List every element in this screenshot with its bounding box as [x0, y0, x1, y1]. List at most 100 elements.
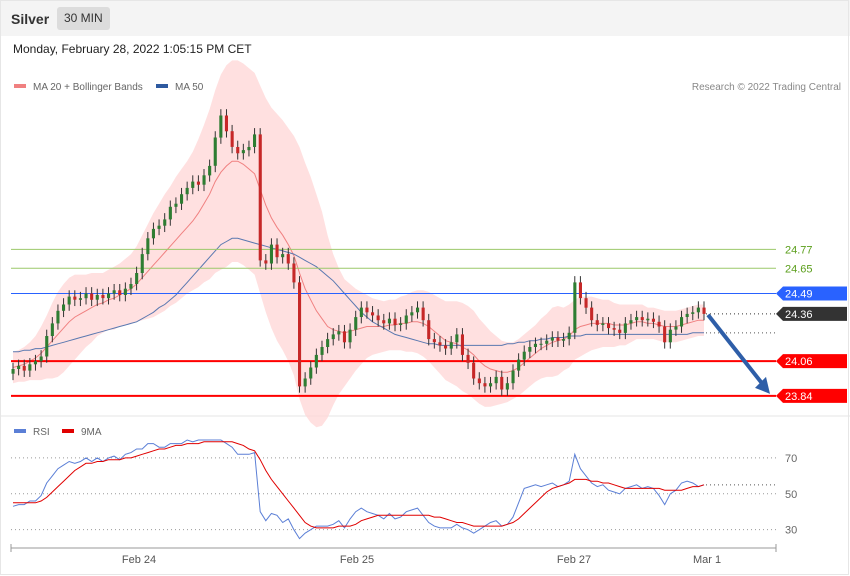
candle-body	[421, 307, 425, 321]
candle-body	[78, 298, 82, 300]
candle-body	[348, 329, 352, 343]
candle-body	[180, 194, 184, 204]
rsi-tick-label: 70	[785, 453, 797, 465]
candle-body	[247, 147, 251, 151]
candles	[11, 109, 706, 396]
candle-body	[320, 347, 324, 355]
ma50-line	[13, 237, 704, 353]
rsi-panel: 70 50 30	[11, 439, 797, 540]
candle-body	[73, 296, 77, 300]
support-label: 23.84	[785, 391, 813, 403]
ma20-line	[12, 160, 704, 373]
support-tag	[776, 354, 847, 369]
candle-body	[674, 326, 678, 330]
rsi-tick-label: 30	[785, 525, 797, 537]
candle-body	[404, 315, 408, 324]
candle-body	[399, 323, 403, 325]
candle-body	[663, 326, 667, 343]
x-tick-label: Feb 24	[122, 554, 156, 566]
candle-body	[517, 359, 521, 371]
candle-body	[607, 323, 611, 329]
candle-body	[174, 203, 178, 207]
forecast-arrow-head	[755, 376, 770, 394]
ma50-legend-label: MA 50	[175, 82, 204, 93]
candle-body	[39, 356, 43, 362]
candle-body	[331, 334, 335, 340]
candle-body	[500, 376, 504, 390]
candle-body	[33, 361, 37, 365]
candle-body	[545, 340, 549, 344]
x-tick-label: Feb 27	[557, 554, 591, 566]
candle-body	[573, 282, 577, 333]
candle-body	[376, 315, 380, 321]
rsi-legend-label: RSI	[33, 427, 50, 438]
candle-body	[539, 343, 543, 345]
candle-body	[292, 263, 296, 283]
last-price-label: 24.36	[785, 309, 813, 321]
candle-body	[623, 323, 627, 333]
candle-body	[489, 383, 493, 387]
support-label: 24.06	[785, 356, 813, 368]
x-tick-label: Feb 25	[340, 554, 374, 566]
candle-body	[354, 317, 358, 330]
candle-body	[449, 342, 453, 349]
rsi-tick-label: 50	[785, 489, 797, 501]
candle-body	[151, 228, 155, 239]
candle-body	[281, 254, 285, 258]
resistance-tag	[776, 286, 847, 301]
candle-body	[640, 317, 644, 321]
resistance-label: 24.49	[785, 288, 813, 300]
candle-body	[444, 345, 448, 349]
rsi-ma9-line	[13, 441, 705, 529]
candle-body	[50, 323, 54, 336]
candle-body	[584, 298, 588, 308]
x-axis: Feb 24 Feb 25 Feb 27 Mar 1	[10, 544, 777, 566]
candle-body	[629, 320, 633, 324]
candle-body	[258, 134, 262, 261]
candle-body	[601, 323, 605, 325]
candle-body	[219, 115, 223, 138]
pivot-level-label: 24.77	[785, 244, 813, 256]
x-tick-label: Mar 1	[693, 554, 721, 566]
candle-body	[28, 364, 32, 371]
timeframe-button[interactable]: 30 MIN	[57, 7, 110, 30]
candle-body	[22, 365, 26, 371]
ma20-legend-swatch	[14, 84, 26, 88]
ma20-legend-label: MA 20 + Bollinger Bands	[33, 82, 143, 93]
candle-body	[483, 383, 487, 387]
candle-body	[595, 320, 599, 325]
candle-body	[494, 376, 498, 384]
bollinger-band-area	[13, 60, 704, 428]
candle-body	[455, 334, 459, 343]
candle-body	[309, 367, 313, 379]
candle-body	[365, 307, 369, 313]
pivot-level-label: 24.65	[785, 263, 813, 275]
candle-body	[522, 351, 526, 360]
candle-body	[691, 312, 695, 314]
candle-body	[202, 175, 206, 185]
last-price-tag	[776, 306, 847, 321]
instrument-title: Silver	[11, 11, 50, 27]
candle-body	[680, 317, 684, 327]
candle-body	[505, 383, 509, 390]
candle-body	[314, 354, 318, 368]
candle-body	[387, 318, 391, 324]
candle-body	[657, 321, 661, 327]
candle-body	[101, 295, 105, 299]
moving-averages	[12, 160, 704, 373]
candle-body	[528, 347, 532, 352]
forecast-arrow	[706, 313, 770, 394]
candle-body	[163, 219, 167, 226]
candle-body	[157, 225, 161, 229]
candle-body	[236, 147, 240, 154]
candle-body	[696, 307, 700, 313]
candle-body	[95, 295, 99, 300]
candle-body	[646, 318, 650, 321]
candle-body	[168, 206, 172, 220]
candle-body	[185, 187, 189, 195]
candle-body	[651, 318, 655, 322]
candle-body	[269, 244, 273, 264]
candle-body	[472, 362, 476, 379]
candle-body	[432, 339, 436, 343]
